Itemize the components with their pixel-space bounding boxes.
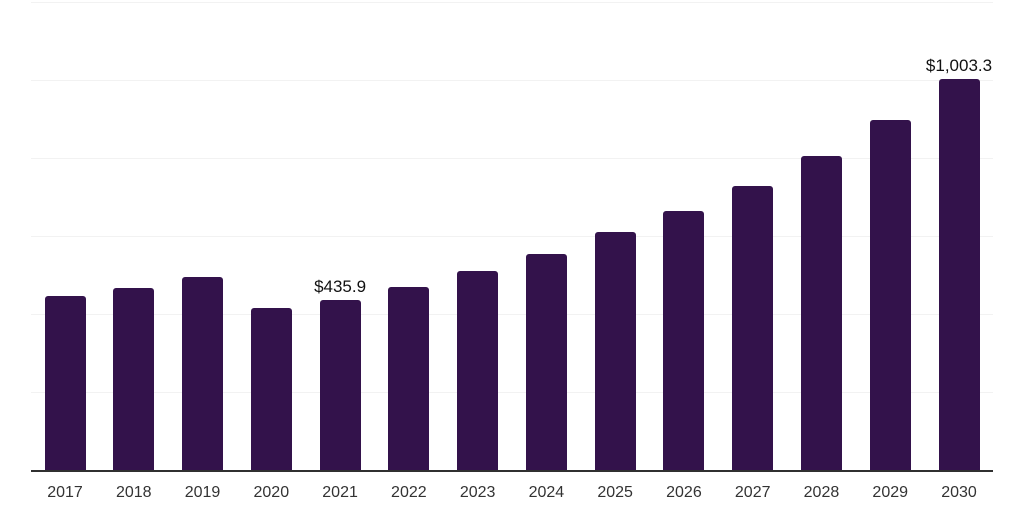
bar-2022	[388, 286, 430, 470]
bar-2026	[663, 210, 705, 470]
x-tick-label-2030: 2030	[941, 484, 977, 501]
bar-value-label-2030: $1,003.3	[925, 55, 993, 75]
bar-2018	[113, 287, 155, 470]
x-tick-label-2022: 2022	[391, 484, 427, 501]
x-axis-labels: 2017 2018 2019 2020 2021 2022 2023 2024 2025 2026…	[31, 483, 993, 505]
gridline-200	[31, 392, 993, 393]
x-tick-label-2029: 2029	[872, 484, 909, 501]
plot-area: $435.9 $1,003.3	[31, 2, 993, 470]
gridline-600	[31, 236, 993, 237]
gridline-800	[31, 158, 993, 159]
x-tick-label-2023: 2023	[459, 484, 496, 501]
x-tick-label-2028: 2028	[803, 484, 840, 501]
x-tick-label-2024: 2024	[528, 484, 565, 501]
bar-2030	[938, 78, 980, 470]
bar-2017	[44, 296, 86, 470]
bar-2021	[319, 300, 361, 470]
bar-value-label-2021: $435.9	[314, 277, 367, 296]
bar-2029	[869, 119, 911, 470]
bar-2028	[800, 155, 842, 470]
x-tick-label-2025: 2025	[597, 484, 633, 501]
gridline-1000	[31, 80, 993, 81]
bar-2020	[250, 307, 292, 470]
x-tick-label-2027: 2027	[734, 484, 771, 501]
bar-2024	[525, 253, 567, 470]
bar-2027	[732, 185, 774, 470]
x-tick-label-2017: 2017	[47, 484, 83, 501]
bar-2019	[182, 276, 224, 470]
bar-2025	[594, 231, 636, 470]
x-tick-label-2018: 2018	[115, 484, 152, 501]
x-tick-label-2019: 2019	[184, 484, 221, 501]
gridline-400	[31, 314, 993, 315]
x-axis-line	[31, 470, 993, 472]
gridline-1200	[31, 2, 993, 3]
x-tick-label-2026: 2026	[666, 484, 702, 501]
x-tick-label-2021: 2021	[322, 484, 358, 501]
bar-2023	[457, 270, 499, 470]
x-tick-label-2020: 2020	[253, 484, 290, 501]
